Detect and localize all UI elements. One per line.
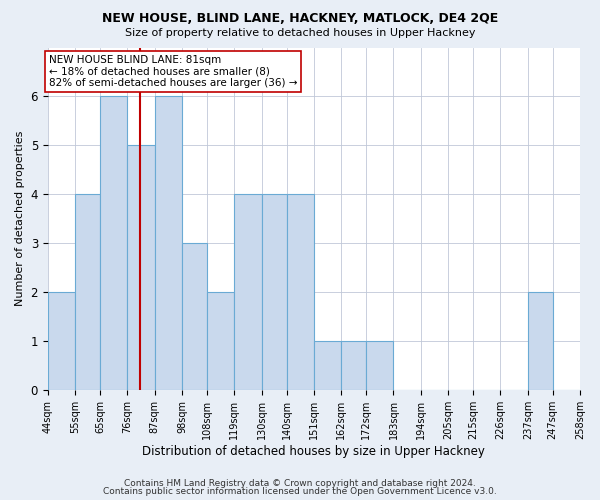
Bar [207,292,235,390]
Bar [366,341,394,390]
Bar [75,194,100,390]
Bar [287,194,314,390]
Bar [127,146,155,390]
Bar [314,341,341,390]
Bar [235,194,262,390]
Text: Size of property relative to detached houses in Upper Hackney: Size of property relative to detached ho… [125,28,475,38]
Bar [528,292,553,390]
X-axis label: Distribution of detached houses by size in Upper Hackney: Distribution of detached houses by size … [142,444,485,458]
Bar [341,341,366,390]
Bar [155,96,182,390]
Text: Contains HM Land Registry data © Crown copyright and database right 2024.: Contains HM Land Registry data © Crown c… [124,478,476,488]
Bar [48,292,75,390]
Text: NEW HOUSE, BLIND LANE, HACKNEY, MATLOCK, DE4 2QE: NEW HOUSE, BLIND LANE, HACKNEY, MATLOCK,… [102,12,498,26]
Bar [262,194,287,390]
Bar [182,243,207,390]
Text: NEW HOUSE BLIND LANE: 81sqm
← 18% of detached houses are smaller (8)
82% of semi: NEW HOUSE BLIND LANE: 81sqm ← 18% of det… [49,55,298,88]
Text: Contains public sector information licensed under the Open Government Licence v3: Contains public sector information licen… [103,487,497,496]
Y-axis label: Number of detached properties: Number of detached properties [15,131,25,306]
Bar [100,96,127,390]
